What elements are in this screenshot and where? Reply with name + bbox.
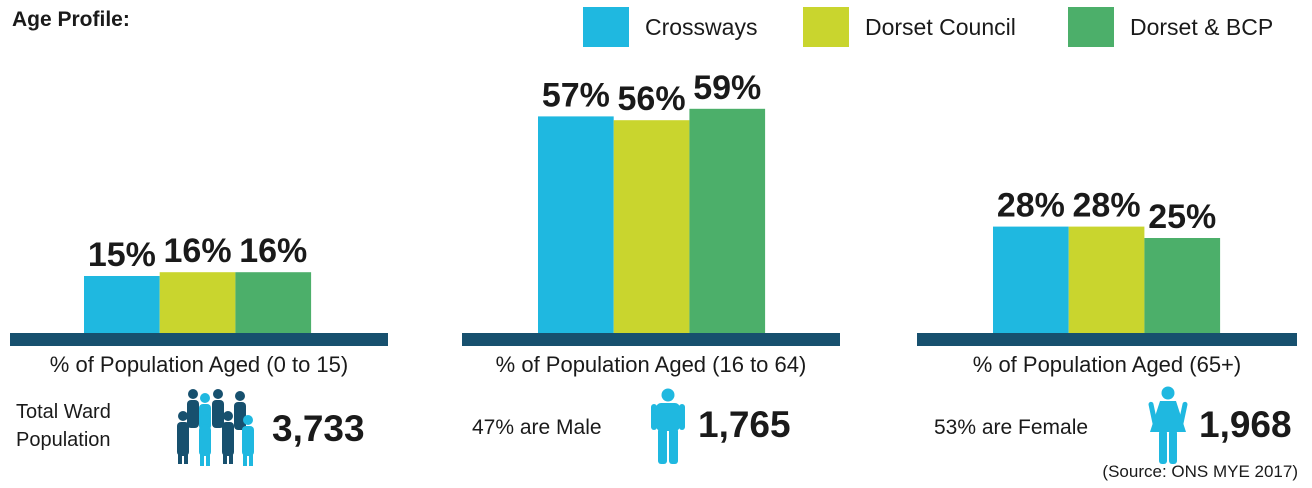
data-label-age-65-plus-crossways: 28% xyxy=(997,187,1065,225)
bar-age-0-15-crossways xyxy=(84,276,160,333)
female-icon xyxy=(1148,386,1188,464)
baseline-age-0-15 xyxy=(10,333,388,346)
legend-label-dorset-bcp: Dorset & BCP xyxy=(1130,13,1274,40)
legend-swatch-dorset-bcp xyxy=(1068,7,1114,47)
axis-label-age-65-plus: % of Population Aged (65+) xyxy=(973,352,1241,377)
bar-age-16-64-dorset-council xyxy=(613,120,690,333)
female-percentage-label: 53% are Female xyxy=(934,416,1089,439)
baseline-age-16-64 xyxy=(462,333,840,346)
total-ward-label-line1: Total Ward xyxy=(16,401,111,423)
legend-label-crossways: Crossways xyxy=(645,13,758,40)
total-ward-population-label: Total Ward Population xyxy=(16,398,111,454)
people-group-icon xyxy=(177,389,254,466)
axis-label-age-0-15: % of Population Aged (0 to 15) xyxy=(50,352,348,377)
bar-age-65-plus-crossways xyxy=(993,226,1069,333)
baseline-age-65-plus xyxy=(917,333,1297,346)
source-note: (Source: ONS MYE 2017) xyxy=(1102,462,1298,481)
legend-item-dorset-council: Dorset Council xyxy=(803,7,1016,47)
legend-item-crossways: Crossways xyxy=(583,7,757,47)
bar-age-16-64-dorset-bcp xyxy=(689,108,766,333)
axis-label-age-16-64: % of Population Aged (16 to 64) xyxy=(496,352,807,377)
data-label-age-65-plus-dorset-council: 28% xyxy=(1073,187,1141,225)
total-ward-population-value: 3,733 xyxy=(272,408,365,449)
bar-age-65-plus-dorset-council xyxy=(1068,226,1145,333)
data-label-age-0-15-crossways: 15% xyxy=(88,236,156,274)
chart-title: Age Profile: xyxy=(12,8,130,31)
data-label-age-65-plus-dorset-bcp: 25% xyxy=(1148,198,1216,236)
female-population-value: 1,968 xyxy=(1199,404,1292,445)
data-label-age-16-64-dorset-council: 56% xyxy=(618,80,686,118)
bar-age-0-15-dorset-council xyxy=(159,272,236,333)
data-label-age-16-64-crossways: 57% xyxy=(542,76,610,114)
legend-item-dorset-bcp: Dorset & BCP xyxy=(1068,7,1273,47)
data-label-age-16-64-dorset-bcp: 59% xyxy=(693,69,761,107)
bar-age-16-64-crossways xyxy=(538,116,614,334)
legend-label-dorset-council: Dorset Council xyxy=(865,13,1016,40)
male-population-value: 1,765 xyxy=(698,404,791,445)
data-label-age-0-15-dorset-council: 16% xyxy=(164,232,232,270)
bar-age-65-plus-dorset-bcp xyxy=(1144,238,1221,333)
legend-swatch-dorset-council xyxy=(803,7,849,47)
bar-age-0-15-dorset-bcp xyxy=(235,272,312,333)
total-ward-label-line2: Population xyxy=(16,429,111,451)
legend-swatch-crossways xyxy=(583,7,629,47)
male-icon xyxy=(651,388,685,464)
data-label-age-0-15-dorset-bcp: 16% xyxy=(239,232,307,270)
male-percentage-label: 47% are Male xyxy=(472,416,602,439)
